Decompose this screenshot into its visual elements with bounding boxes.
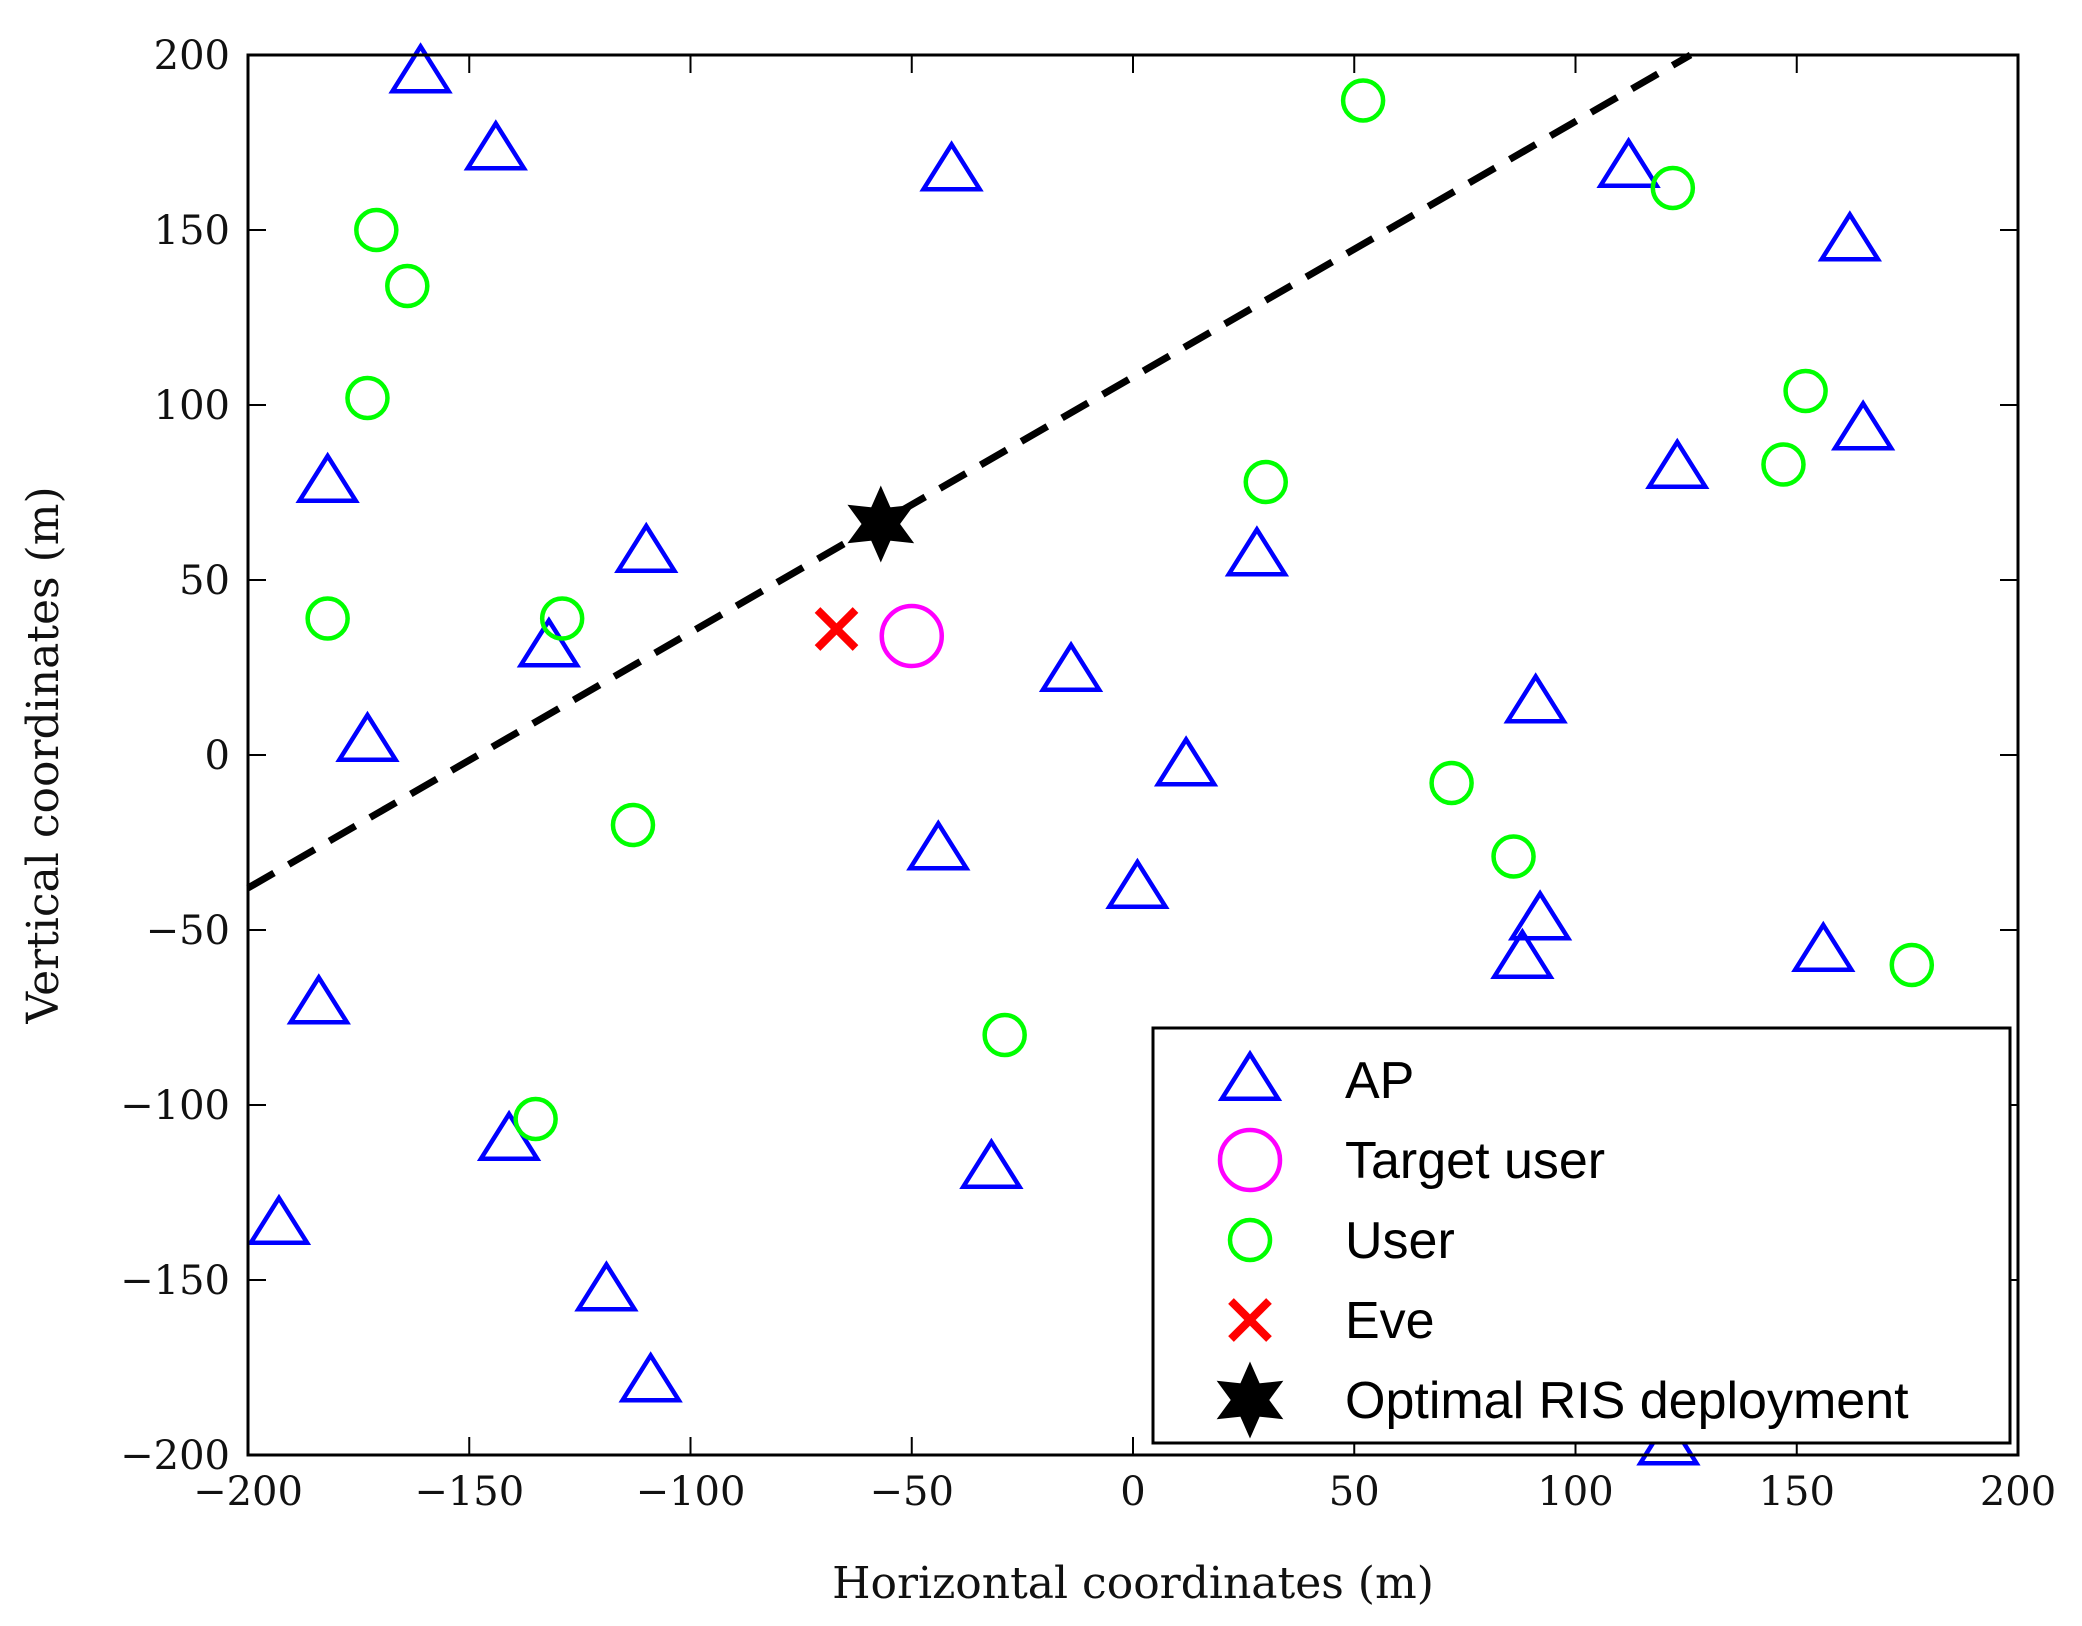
- point-user: [1889, 942, 1935, 988]
- point-ap: [959, 1137, 1024, 1189]
- legend-label-eve: Eve: [1345, 1292, 1435, 1350]
- point-ap: [1105, 857, 1170, 909]
- x-stroke: [1228, 1298, 1272, 1342]
- point-user: [1783, 368, 1828, 414]
- point-ap: [919, 140, 984, 192]
- legend-label-ap: AP: [1345, 1052, 1414, 1110]
- series-user: [305, 78, 1935, 1142]
- y-tick-label: −50: [146, 908, 230, 954]
- point-ap: [1507, 889, 1573, 941]
- point-ap: [1224, 525, 1290, 577]
- y-tick-label: 200: [154, 33, 230, 79]
- point-optimal-ris-deployment: [847, 485, 915, 563]
- y-tick-label: 0: [205, 733, 230, 779]
- point-ap: [335, 710, 400, 762]
- point-ap: [295, 451, 360, 503]
- legend-label-target-user: Target user: [1345, 1132, 1605, 1190]
- plot-area-frame: [246, 53, 2020, 1457]
- point-user: [610, 802, 656, 848]
- point-ap: [1596, 136, 1661, 188]
- point-user: [1429, 760, 1474, 806]
- x-tick-label: 50: [1329, 1469, 1380, 1515]
- point-target-user: [879, 603, 944, 669]
- legend-marker-ap: [1217, 1049, 1283, 1101]
- point-user: [1340, 78, 1386, 123]
- y-tick-label: 150: [154, 208, 230, 254]
- legend-marker-eve: [1228, 1298, 1272, 1342]
- x-stroke: [814, 607, 859, 651]
- x-tick-label: 200: [1980, 1469, 2056, 1515]
- point-ap: [614, 521, 679, 573]
- series-optimal-ris-deployment: [847, 485, 915, 563]
- legend-entry-eve: Eve: [1228, 1292, 1435, 1350]
- point-ap: [246, 1193, 312, 1245]
- y-tick-label: 100: [154, 383, 230, 429]
- point-user: [1491, 834, 1536, 879]
- reference-dashed-line: [246, 51, 1693, 892]
- point-ap: [1645, 437, 1710, 489]
- x-tick-label: 150: [1759, 1469, 1835, 1515]
- point-ap: [1490, 927, 1555, 979]
- legend-label-user: User: [1345, 1212, 1455, 1270]
- legend-entry-ap: AP: [1217, 1049, 1414, 1110]
- legend-entry-user: User: [1227, 1212, 1455, 1270]
- x-axis-label: Horizontal coordinates (m): [832, 1558, 1434, 1609]
- series-target-user: [879, 603, 944, 669]
- legend: AP Target user User Eve Optimal RIS deployme…: [1151, 1026, 2012, 1445]
- point-ap: [618, 1351, 683, 1403]
- series-eve: [814, 607, 859, 651]
- point-user: [345, 375, 390, 421]
- legend-box: [1151, 1026, 2012, 1445]
- point-user: [1650, 165, 1696, 211]
- legend-entry-target-user: Target user: [1217, 1127, 1605, 1193]
- point-ap: [1503, 672, 1568, 724]
- x-tick-label: 0: [1120, 1469, 1145, 1515]
- point-ap: [1038, 640, 1104, 692]
- legend-marker-target-user: [1217, 1127, 1283, 1193]
- reference-line-layer: [246, 51, 1693, 892]
- legend-entry-optimal-ris-deployment: Optimal RIS deployment: [1216, 1361, 1909, 1439]
- legend-marker-optimal-ris-deployment: [1216, 1361, 1284, 1439]
- point-user: [305, 596, 350, 641]
- legend-marker-user: [1227, 1217, 1273, 1263]
- point-user: [982, 1012, 1027, 1058]
- series-ap: [246, 42, 1896, 1466]
- point-user: [1761, 442, 1806, 487]
- y-tick-label: −200: [120, 1433, 230, 1479]
- point-ap: [1153, 735, 1219, 787]
- point-user: [539, 596, 585, 641]
- point-ap: [516, 616, 582, 668]
- tick-labels: −200 −150 −100 −50 0 50 100 150 200 −200 −150 −100 −…: [120, 33, 2056, 1515]
- point-user: [354, 207, 399, 253]
- point-ap: [1830, 399, 1896, 451]
- x-tick-label: −150: [414, 1469, 524, 1515]
- point-ap: [388, 42, 453, 94]
- x-tick-label: −100: [636, 1469, 746, 1515]
- point-user: [1243, 459, 1288, 505]
- x-tick-label: −200: [193, 1469, 303, 1515]
- point-ap: [463, 119, 528, 171]
- point-user: [513, 1096, 558, 1142]
- y-tick-label: −100: [120, 1083, 230, 1129]
- legend-label-optimal-ris-deployment: Optimal RIS deployment: [1345, 1372, 1909, 1430]
- point-ap: [574, 1260, 639, 1312]
- y-tick-label: −150: [120, 1258, 230, 1304]
- data-points: [246, 42, 1935, 1466]
- y-axis-label: Vertical coordinates (m): [18, 486, 69, 1024]
- y-tick-label: 50: [179, 558, 230, 604]
- point-ap: [906, 819, 971, 871]
- point-ap: [286, 973, 351, 1025]
- point-ap: [1817, 210, 1882, 262]
- x-tick-label: 100: [1537, 1469, 1613, 1515]
- point-ap: [1791, 920, 1856, 972]
- point-eve: [814, 607, 859, 651]
- point-user: [385, 263, 430, 309]
- x-tick-label: −50: [870, 1469, 954, 1515]
